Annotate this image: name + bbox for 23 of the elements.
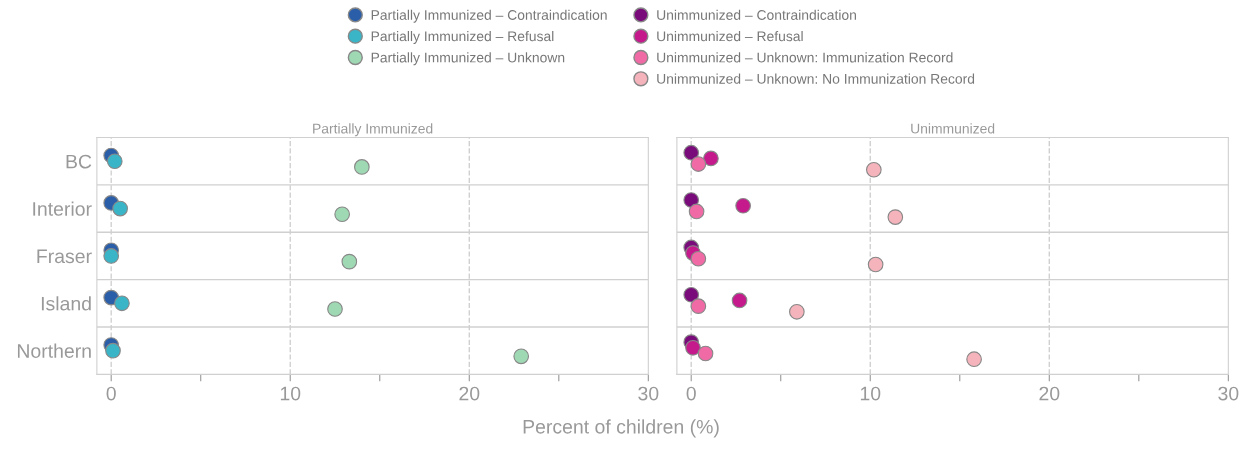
x-tick-label: 0 — [686, 386, 696, 401]
x-axis-title: Percent of children (%) — [523, 419, 719, 438]
legend-label: Unimmunized – Unknown: No Immunization Record — [657, 73, 975, 84]
x-tick-label: 30 — [638, 386, 659, 401]
x-tick-label: 20 — [459, 386, 480, 401]
legend-label: Unimmunized – Unknown: Immunization Record — [657, 52, 953, 63]
legend-label: Partially Immunized – Unknown — [371, 52, 565, 66]
y-tick-label: Island — [41, 296, 91, 311]
x-tick-label: 20 — [1039, 386, 1060, 401]
legend-label: Unimmunized – Refusal — [657, 31, 803, 42]
y-tick-label: Fraser — [37, 249, 92, 264]
x-tick-label: 10 — [860, 386, 881, 401]
x-tick-label: 30 — [1218, 386, 1239, 401]
legend-label: Partially Immunized – Refusal — [371, 31, 554, 44]
chart-title: Unimmunized — [911, 123, 995, 134]
y-tick-label: Northern — [17, 343, 91, 358]
x-tick-label: 0 — [106, 386, 116, 401]
legend-label: Partially Immunized – Contraindication — [371, 9, 607, 23]
legend-label: Unimmunized – Contraindication — [657, 9, 856, 20]
y-tick-label: BC — [66, 154, 92, 169]
chart-title: Partially Immunized — [313, 123, 433, 137]
y-tick-label: Interior — [33, 201, 92, 216]
x-tick-label: 10 — [280, 386, 301, 401]
